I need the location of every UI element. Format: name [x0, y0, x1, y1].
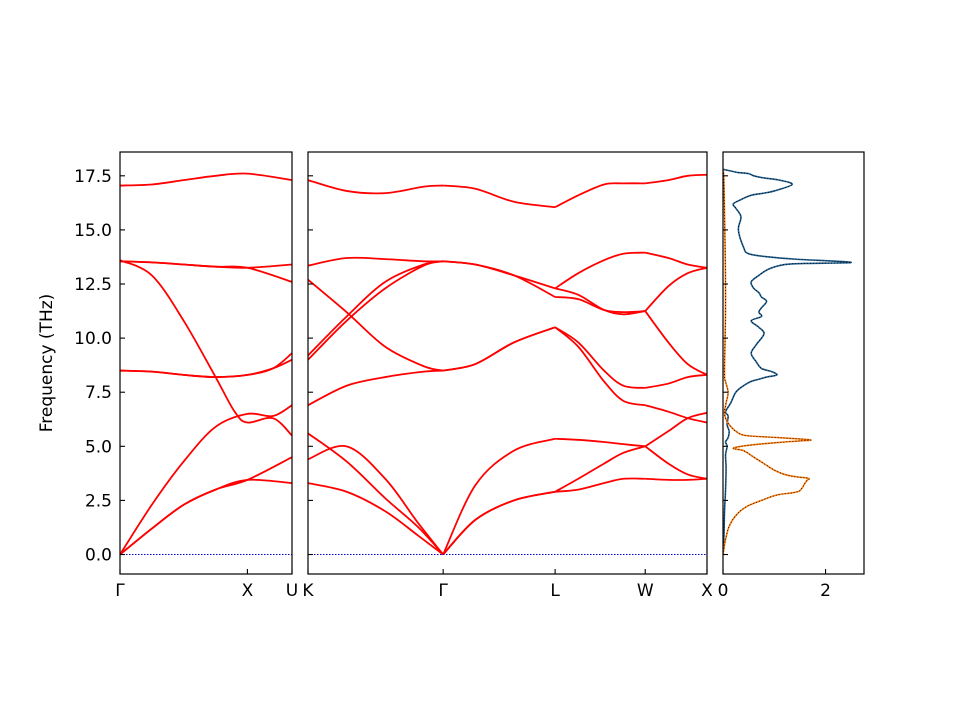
phonon-branch-9	[442, 490, 556, 556]
phonon-branch-6	[308, 278, 444, 372]
phonon-branch-0	[308, 482, 444, 556]
x-tick-label: K	[302, 581, 314, 601]
x-tick-label: Γ	[438, 581, 448, 601]
band-panel-gamma-x-u: 0.0 2.5 5.0 7.5 10.0 12.5 15.0 17.5 Γ X U	[74, 151, 298, 601]
y-tick-label: 7.5	[85, 383, 112, 403]
phonon-branch-11	[442, 437, 556, 555]
phonon-branch-3	[308, 369, 444, 407]
y-tick-label: 15.0	[74, 221, 112, 241]
phonon-branch-4	[120, 352, 292, 378]
phonon-branch-14	[443, 260, 556, 298]
phonon-branch-24	[554, 251, 646, 290]
phonon-branch-18	[554, 445, 646, 493]
phonon-branch-32	[644, 266, 707, 312]
x-tick-label: X	[242, 581, 254, 601]
phonon-branch-33	[645, 251, 707, 269]
x-tick-label: X	[701, 581, 713, 601]
phonon-branch-20	[554, 326, 646, 389]
phonon-branch-8	[120, 172, 292, 187]
phonon-branch-25	[554, 182, 646, 208]
phonon-branch-29	[644, 404, 707, 424]
y-axis-label: Frequency (THz)	[37, 294, 57, 433]
x-tick-label: Γ	[115, 581, 125, 601]
phonon-branch-31	[644, 310, 707, 376]
x-tick-label: W	[637, 581, 654, 601]
phonon-branch-10	[442, 490, 556, 556]
y-tick-label: 0.0	[85, 546, 112, 566]
phonon-branch-19	[555, 437, 646, 448]
phonon-branch-1	[308, 432, 444, 556]
phonon-branch-7	[308, 256, 444, 267]
phonon-branch-1	[120, 456, 292, 556]
phonon-branch-2	[120, 404, 292, 556]
phonon-branch-13	[442, 326, 556, 372]
x-tick-label: L	[550, 581, 560, 601]
phonon-branch-30	[645, 374, 707, 389]
phonon-branch-27	[644, 445, 707, 480]
y-tick-label: 5.0	[85, 437, 112, 457]
y-tick-label: 2.5	[85, 491, 112, 511]
dos-curve-overlay-1	[723, 169, 812, 555]
y-tick-label: 17.5	[74, 167, 112, 187]
x-tick-label: 0	[718, 581, 729, 601]
phonon-branch-0	[120, 478, 292, 556]
phonon-branch-21	[554, 326, 646, 407]
dos-curve-0	[723, 168, 852, 555]
phonon-branch-16	[443, 184, 556, 209]
phonon-branch-15	[443, 260, 556, 290]
phonon-branch-5	[120, 358, 292, 378]
phonon-branch-8	[308, 179, 444, 195]
phonon-branch-5	[308, 260, 444, 357]
dos-panel-frame	[722, 151, 865, 575]
phonon-branch-17	[555, 477, 646, 493]
x-tick-label: U	[286, 581, 298, 601]
phonon-branch-34	[645, 173, 707, 185]
phonon-branch-22	[555, 296, 646, 314]
phonon-branch-4	[308, 260, 444, 361]
dos-curve-overlay-0	[723, 168, 852, 555]
band-panel-1-frame	[119, 151, 293, 575]
phonon-branch-2	[308, 444, 444, 556]
phonon-branch-7	[120, 260, 292, 269]
y-tick-label: 10.0	[74, 329, 112, 349]
phonon-branch-28	[644, 411, 707, 448]
phonon-branch-3	[120, 259, 292, 437]
phonon-branch-23	[554, 287, 646, 316]
phonon-branch-26	[645, 477, 707, 481]
y-tick-label: 12.5	[74, 275, 112, 295]
x-tick-label: 2	[820, 581, 831, 601]
band-panel-2-frame	[307, 151, 708, 575]
dos-curve-1	[723, 169, 812, 555]
